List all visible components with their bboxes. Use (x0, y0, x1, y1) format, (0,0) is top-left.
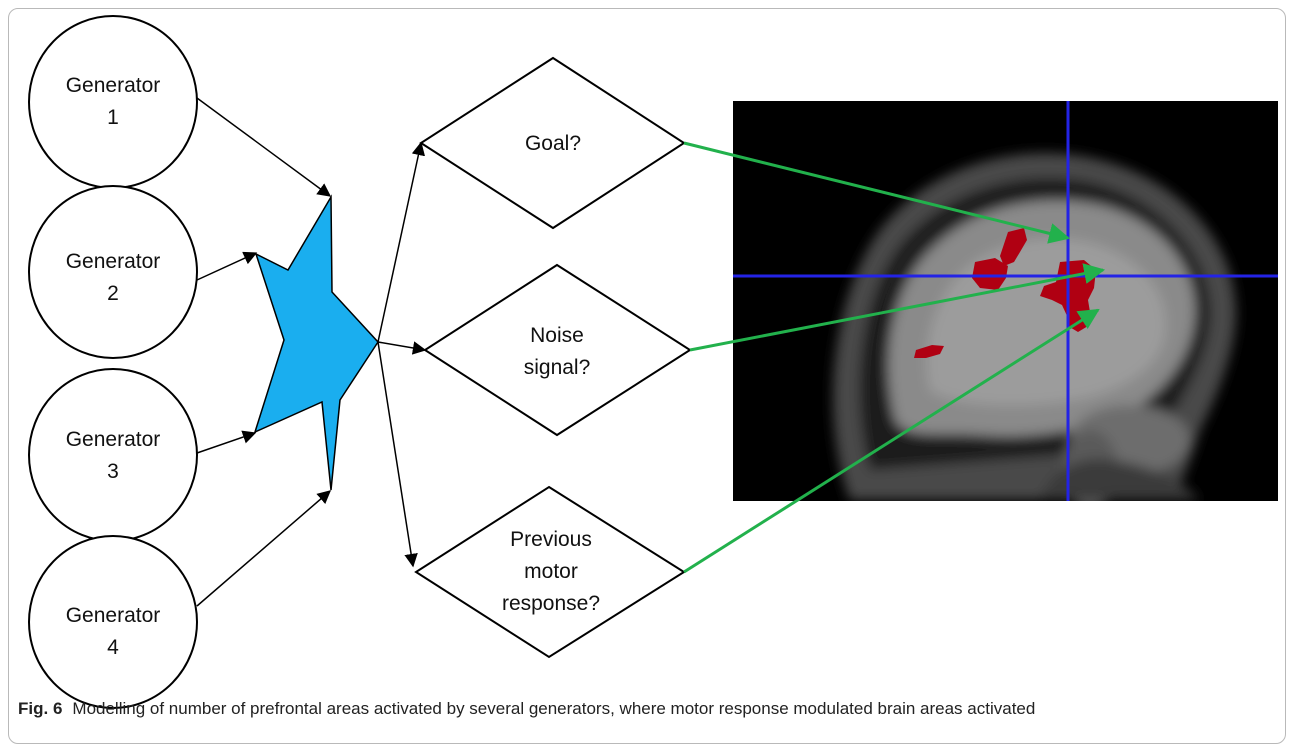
decision-previous-line1: Previous (510, 528, 592, 551)
generator-4-label: Generator (66, 604, 161, 627)
generator-1-number: 1 (107, 106, 119, 129)
arrow-generator-4-to-star (196, 490, 332, 607)
generator-2-number: 2 (107, 282, 119, 305)
generator-1: Generator 1 (28, 15, 198, 189)
decision-noise-line1: Noise (530, 324, 584, 347)
decision-previous-line2: motor (524, 560, 578, 583)
decision-noise: Noise signal? (423, 263, 692, 437)
arrow-generator-3-to-star (196, 430, 257, 454)
decision-goal-label: Goal? (525, 132, 581, 155)
generator-1-label: Generator (66, 74, 161, 97)
green-arrow-previous (683, 308, 1100, 574)
decision-previous-motor: Previous motor response? (414, 485, 686, 659)
figure-label: Fig. 6 (18, 699, 63, 718)
figure-caption: Fig. 6 Modelling of number of prefrontal … (18, 699, 1278, 719)
arrow-generator-1-to-star (196, 97, 332, 197)
generator-4-number: 4 (107, 636, 119, 659)
decision-noise-line2: signal? (524, 356, 591, 379)
generator-2: Generator 2 (28, 185, 198, 359)
arrow-generator-2-to-star (196, 251, 258, 281)
integration-star (253, 194, 379, 491)
arrow-star-to-previous (377, 341, 418, 568)
brain-scan-image (733, 101, 1278, 501)
decision-goal: Goal? (419, 56, 686, 230)
decision-previous-line3: response? (502, 592, 600, 615)
arrow-star-to-goal (377, 141, 426, 343)
generator-3: Generator 3 (28, 368, 198, 542)
generator-3-label: Generator (66, 428, 161, 451)
green-arrow-goal (683, 141, 1071, 244)
green-arrow-noise (689, 263, 1106, 352)
arrow-star-to-noise (377, 341, 427, 355)
generator-2-label: Generator (66, 250, 161, 273)
generator-3-number: 3 (107, 460, 119, 483)
generator-4: Generator 4 (28, 535, 198, 709)
figure-caption-text: Modelling of number of prefrontal areas … (72, 699, 1036, 718)
